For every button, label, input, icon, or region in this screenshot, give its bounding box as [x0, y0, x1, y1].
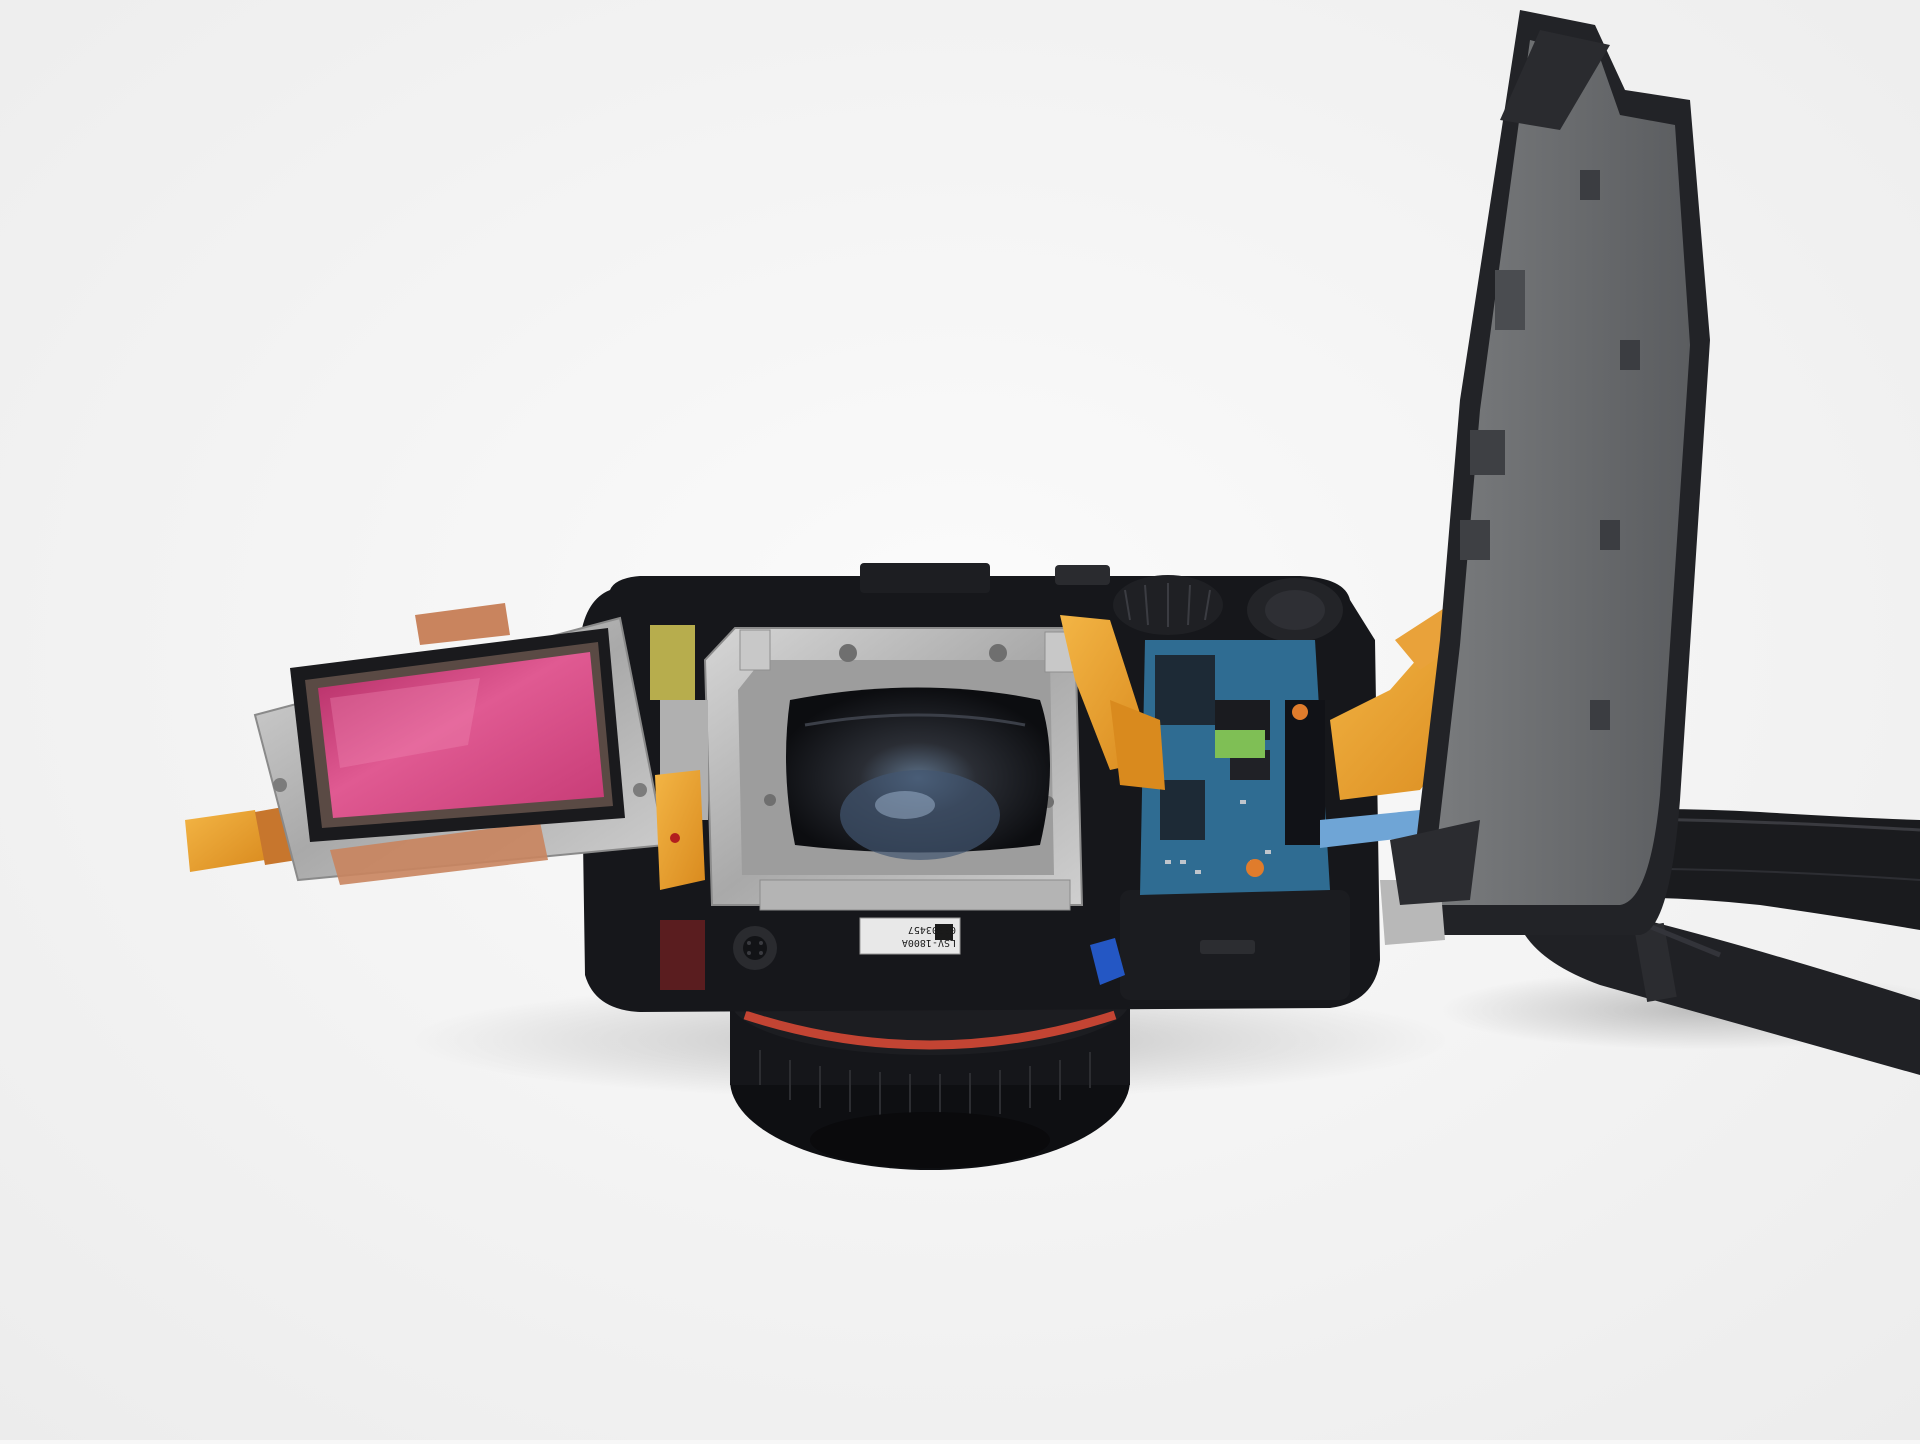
label-model-number: LSV-1800A [902, 936, 956, 949]
logic-board [1140, 640, 1330, 895]
lens-serial-label: LSV-1800A 00003457 [860, 918, 960, 954]
label-serial-number: 00003457 [908, 923, 956, 936]
lens-opening [786, 688, 1050, 861]
